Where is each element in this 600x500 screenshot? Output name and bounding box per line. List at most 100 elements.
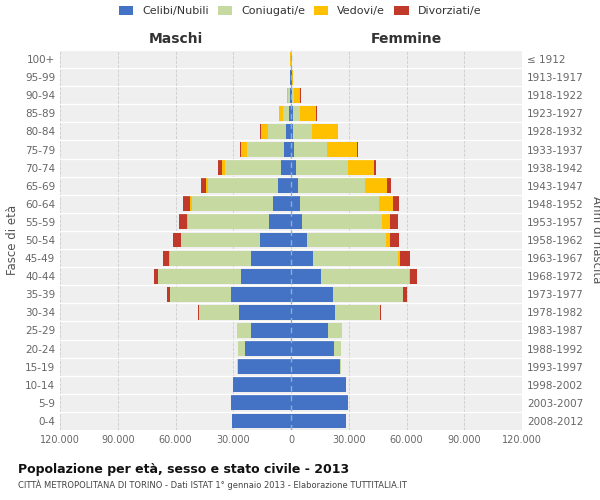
Bar — [239, 142, 241, 157]
Bar — [298, 178, 365, 193]
Bar — [181, 232, 260, 248]
Bar — [291, 250, 313, 266]
Bar — [260, 232, 291, 248]
Bar — [300, 106, 316, 121]
Bar — [410, 269, 418, 283]
Text: Maschi: Maschi — [148, 32, 203, 46]
Y-axis label: Fasce di età: Fasce di età — [7, 205, 19, 275]
Bar — [335, 305, 380, 320]
Bar — [327, 142, 357, 157]
Bar — [154, 269, 158, 283]
Bar — [291, 341, 334, 356]
Text: Femmine: Femmine — [371, 32, 442, 46]
Bar — [251, 250, 291, 266]
Bar — [291, 106, 293, 121]
Bar — [199, 305, 239, 320]
Bar — [311, 124, 338, 139]
Bar — [340, 359, 341, 374]
Bar — [291, 232, 307, 248]
Bar — [386, 232, 390, 248]
Bar — [291, 178, 298, 193]
Bar — [163, 250, 169, 266]
Bar — [173, 232, 181, 248]
Bar — [279, 106, 283, 121]
Bar — [158, 269, 241, 283]
Bar — [281, 160, 291, 175]
Bar — [382, 214, 390, 230]
Bar — [233, 378, 291, 392]
Bar — [292, 70, 293, 84]
Bar — [328, 323, 342, 338]
Bar — [291, 142, 294, 157]
Legend: Celibi/Nubili, Coniugati/e, Vedovi/e, Divorziati/e: Celibi/Nubili, Coniugati/e, Vedovi/e, Di… — [119, 6, 481, 16]
Bar — [239, 305, 291, 320]
Bar — [292, 88, 294, 102]
Bar — [293, 106, 300, 121]
Bar — [387, 178, 391, 193]
Bar — [206, 178, 208, 193]
Bar — [187, 214, 188, 230]
Bar — [251, 323, 291, 338]
Bar — [197, 305, 199, 320]
Bar — [321, 269, 409, 283]
Bar — [291, 88, 292, 102]
Bar — [283, 106, 289, 121]
Bar — [247, 142, 284, 157]
Bar — [170, 287, 232, 302]
Bar — [188, 214, 269, 230]
Bar — [232, 396, 291, 410]
Bar — [313, 250, 398, 266]
Bar — [293, 124, 311, 139]
Text: CITTÀ METROPOLITANA DI TORINO - Dati ISTAT 1° gennaio 2013 - Elaborazione TUTTIT: CITTÀ METROPOLITANA DI TORINO - Dati IST… — [18, 480, 407, 490]
Bar — [190, 196, 192, 211]
Bar — [380, 305, 381, 320]
Bar — [398, 250, 400, 266]
Text: Popolazione per età, sesso e stato civile - 2013: Popolazione per età, sesso e stato civil… — [18, 462, 349, 475]
Bar — [241, 142, 247, 157]
Bar — [179, 214, 187, 230]
Bar — [208, 178, 278, 193]
Bar — [222, 160, 225, 175]
Bar — [294, 142, 327, 157]
Bar — [291, 396, 348, 410]
Bar — [379, 196, 393, 211]
Bar — [294, 88, 301, 102]
Bar — [307, 232, 386, 248]
Bar — [403, 287, 407, 302]
Bar — [291, 269, 321, 283]
Bar — [269, 214, 291, 230]
Bar — [291, 378, 346, 392]
Bar — [299, 196, 379, 211]
Bar — [348, 160, 374, 175]
Bar — [237, 323, 251, 338]
Bar — [167, 287, 170, 302]
Bar — [268, 124, 286, 139]
Bar — [200, 178, 206, 193]
Bar — [238, 341, 245, 356]
Bar — [286, 124, 291, 139]
Bar — [183, 196, 190, 211]
Bar — [291, 160, 296, 175]
Bar — [390, 232, 399, 248]
Bar — [170, 250, 251, 266]
Y-axis label: Anni di nascita: Anni di nascita — [590, 196, 600, 284]
Bar — [334, 341, 341, 356]
Bar — [260, 124, 268, 139]
Bar — [287, 88, 289, 102]
Bar — [302, 214, 382, 230]
Bar — [225, 160, 281, 175]
Bar — [291, 414, 346, 428]
Bar — [409, 269, 410, 283]
Bar — [291, 305, 335, 320]
Bar — [289, 88, 290, 102]
Bar — [390, 214, 398, 230]
Bar — [291, 359, 340, 374]
Bar — [334, 287, 403, 302]
Bar — [291, 196, 299, 211]
Bar — [291, 124, 293, 139]
Bar — [278, 178, 291, 193]
Bar — [400, 250, 410, 266]
Bar — [218, 160, 222, 175]
Bar — [291, 323, 328, 338]
Bar — [374, 160, 376, 175]
